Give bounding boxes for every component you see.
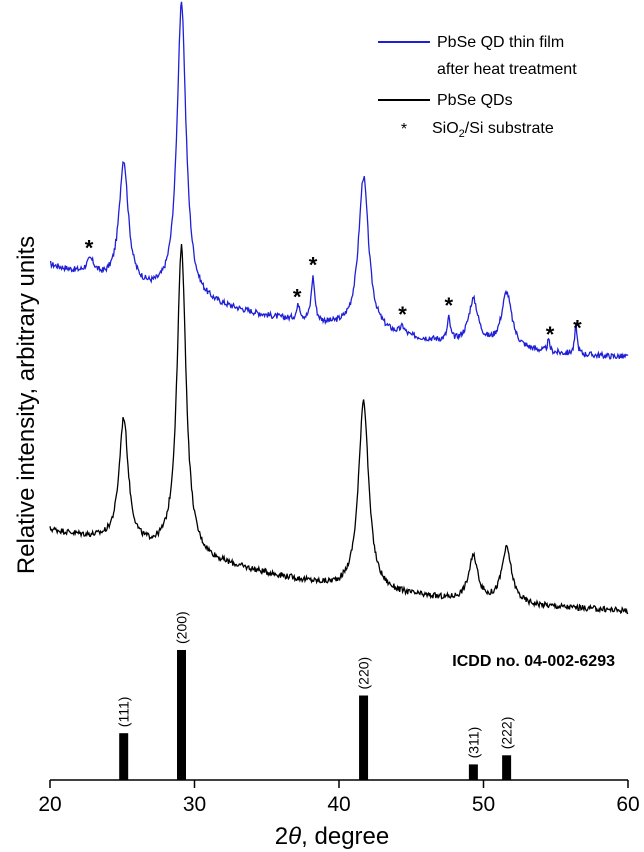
y-axis-title: Relative intensity, arbitrary units xyxy=(13,236,40,574)
legend-label-film-line2: after heat treatment xyxy=(437,61,577,78)
reference-hkl-label: (220) xyxy=(356,657,372,690)
x-ticks: 20 30 40 50 60 xyxy=(38,780,640,816)
x-tick-label: 50 xyxy=(472,793,495,816)
substrate-markers: * * * * * * * xyxy=(85,236,582,347)
legend: PbSe QD thin film after heat treatment P… xyxy=(378,34,577,140)
legend-label-substrate-suffix: /Si substrate xyxy=(465,120,554,137)
reference-bar xyxy=(176,650,186,780)
x-tick-label: 40 xyxy=(327,793,350,816)
reference-label: ICDD no. 04-002-6293 xyxy=(452,653,615,670)
x-axis-title-theta: θ xyxy=(288,823,301,850)
legend-marker-star: * xyxy=(401,121,407,138)
substrate-star-marker: * xyxy=(573,315,582,340)
reference-hkl-label: (200) xyxy=(173,611,189,644)
x-tick-label: 30 xyxy=(183,793,206,816)
legend-label-substrate: SiO2/Si substrate xyxy=(432,120,554,140)
series-line-film xyxy=(50,1,629,360)
x-axis-title-suffix: , degree xyxy=(301,823,389,850)
plot-area xyxy=(49,1,629,615)
x-tick-label: 60 xyxy=(616,793,639,816)
reference-bar xyxy=(359,695,369,780)
series-line-qds xyxy=(49,243,629,615)
legend-label-substrate-prefix: SiO xyxy=(432,120,459,137)
reference-bar xyxy=(502,755,512,780)
x-axis-title-prefix: 2 xyxy=(275,823,288,850)
reference-pattern: (111) (200) (220) (311) (222) xyxy=(116,611,515,780)
x-tick-label: 20 xyxy=(38,793,61,816)
reference-hkl-label: (111) xyxy=(116,697,132,728)
reference-hkl-label: (222) xyxy=(499,717,515,750)
legend-label-film-line1: PbSe QD thin film xyxy=(437,34,564,51)
substrate-star-marker: * xyxy=(293,284,302,309)
reference-hkl-label: (311) xyxy=(465,727,481,759)
reference-bar xyxy=(119,733,129,780)
reference-bar xyxy=(468,764,478,780)
substrate-star-marker: * xyxy=(445,293,454,318)
substrate-star-marker: * xyxy=(309,253,318,278)
substrate-star-marker: * xyxy=(398,302,407,327)
legend-label-substrate-sub: 2 xyxy=(459,128,465,140)
substrate-star-marker: * xyxy=(85,236,94,261)
x-axis-title: 2θ, degree xyxy=(275,823,389,850)
substrate-star-marker: * xyxy=(546,322,555,347)
legend-label-qds: PbSe QDs xyxy=(437,92,513,109)
